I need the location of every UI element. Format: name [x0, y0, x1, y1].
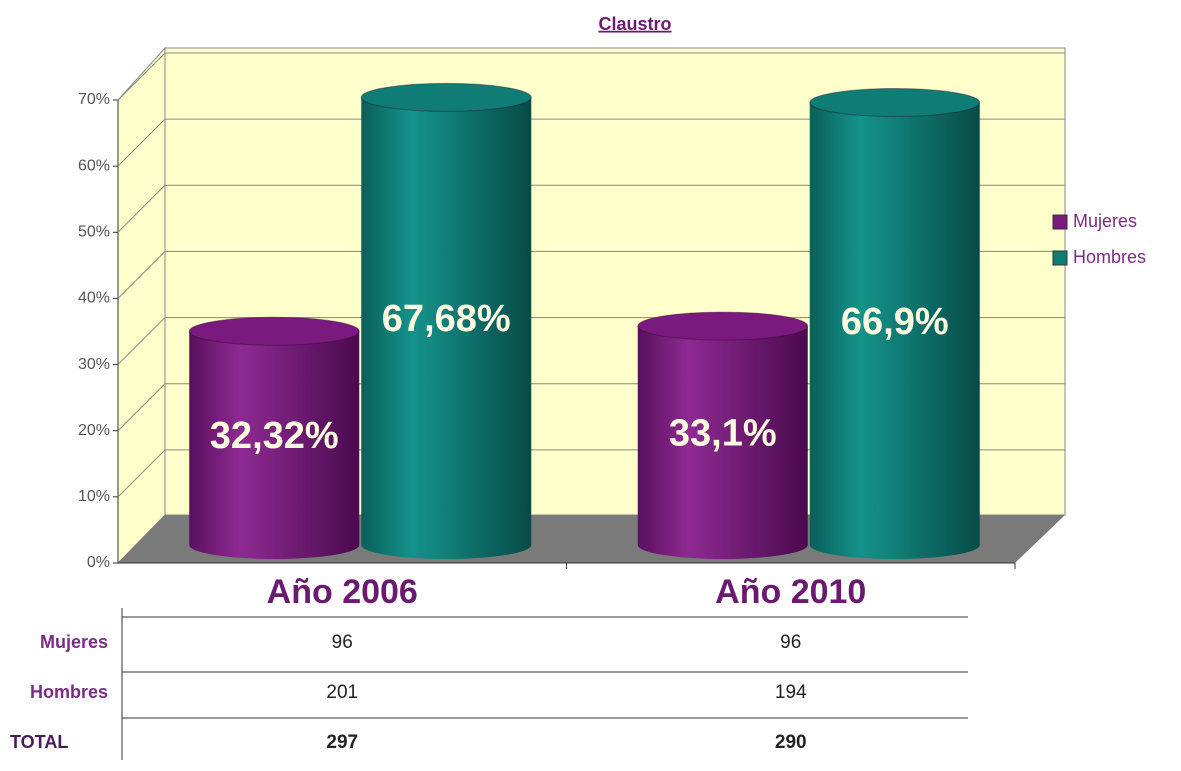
bar: [809, 102, 980, 560]
bar-top: [360, 82, 532, 112]
table-cell: 201: [326, 682, 358, 703]
bar-top: [637, 311, 809, 341]
table-cell: 96: [780, 632, 801, 653]
legend-swatch: [1052, 214, 1068, 230]
grid-line: [117, 52, 1065, 101]
y-tick-label: 40%: [78, 290, 110, 307]
value-label: 66,9%: [841, 301, 949, 343]
value-label: 67,68%: [382, 298, 511, 340]
row-label: TOTAL: [10, 732, 68, 752]
legend-swatch: [1052, 250, 1068, 266]
side-wall: [117, 46, 166, 565]
row-label: Hombres: [30, 682, 108, 702]
grid-line: [117, 250, 1065, 299]
table-cell: 194: [775, 682, 807, 703]
x-tick-label: Año 2006: [267, 573, 418, 611]
bar-top: [809, 88, 981, 118]
y-tick-label: 50%: [78, 224, 110, 241]
bar: [637, 326, 808, 559]
table-cell: 297: [326, 732, 358, 753]
y-tick-label: 0%: [87, 554, 110, 571]
bar: [361, 97, 532, 559]
legend-label: Hombres: [1073, 247, 1146, 267]
y-tick-label: 70%: [78, 91, 110, 108]
bar: [189, 331, 360, 559]
y-tick-label: 60%: [78, 157, 110, 174]
y-tick-label: 20%: [78, 422, 110, 439]
value-label: 33,1%: [669, 413, 777, 455]
y-tick-label: 30%: [78, 356, 110, 373]
legend-label: Mujeres: [1073, 211, 1137, 231]
chart-title: Claustro: [598, 14, 671, 34]
table-cell: 290: [775, 732, 807, 753]
bar-top: [188, 316, 360, 346]
table-cell: 96: [332, 632, 353, 653]
grid-line: [117, 118, 1065, 167]
value-label: 32,32%: [210, 415, 339, 457]
grid-line: [117, 184, 1065, 233]
row-label: Mujeres: [40, 632, 108, 652]
y-tick-label: 10%: [78, 488, 110, 505]
x-tick-label: Año 2010: [715, 573, 866, 611]
